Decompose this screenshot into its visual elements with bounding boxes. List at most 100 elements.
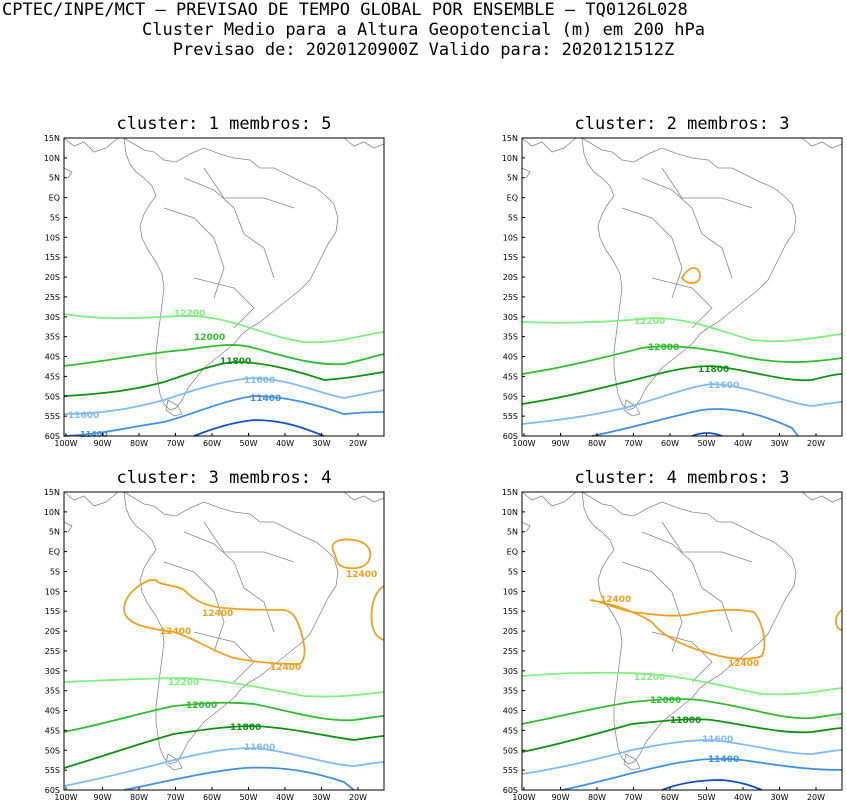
lon-tick-label: 60W: [203, 439, 221, 448]
label-12400a: 12400: [202, 609, 233, 619]
lon-tick-label: 40W: [734, 793, 752, 802]
label-12400d: 12400: [346, 570, 377, 580]
label-11800: 11800: [698, 365, 729, 375]
lon-tick-label: 40W: [276, 439, 294, 448]
lat-tick-label: 50S: [45, 746, 60, 755]
lat-tick-label: 55S: [503, 766, 518, 775]
panel-1-map: 12200 12000 11800 11600 11600 11400 1140…: [63, 137, 385, 439]
lon-tick-label: 60W: [203, 793, 221, 802]
lat-tick-label: 30S: [503, 313, 518, 322]
contour-12400-east: [835, 609, 843, 631]
lat-tick-label: 25S: [503, 647, 518, 656]
header-line-2: Cluster Medio para a Altura Geopotencial…: [142, 20, 705, 40]
contour-11400: [63, 395, 385, 437]
lat-tick-label: 10N: [502, 508, 518, 517]
panel-4-map: 12400 12400 12200 12000 11800 11600 1140…: [521, 491, 843, 791]
lat-tick-label: 10S: [45, 587, 60, 596]
contour-12200: [521, 671, 843, 696]
contour-11400: [123, 766, 355, 791]
lat-tick-label: EQ: [49, 548, 60, 557]
lat-tick-label: 35S: [45, 687, 60, 696]
header-line-3: Previsao de: 2020120900Z Valido para: 20…: [172, 40, 675, 60]
lon-tick-label: 80W: [130, 439, 148, 448]
coastline: [521, 491, 843, 771]
lat-tick-label: 55S: [45, 766, 60, 775]
lat-tick-label: 40S: [45, 707, 60, 716]
lat-tick-label: EQ: [49, 194, 60, 203]
lon-tick-label: 50W: [697, 793, 715, 802]
lat-tick-label: 30S: [45, 667, 60, 676]
lon-tick-label: 30W: [770, 439, 788, 448]
lat-tick-label: 40S: [503, 353, 518, 362]
header-line-1: CPTEC/INPE/MCT – PREVISAO DE TEMPO GLOBA…: [2, 0, 688, 20]
lon-tick-label: 80W: [588, 793, 606, 802]
label-11400: 11400: [708, 755, 739, 765]
lat-tick-label: 40S: [45, 353, 60, 362]
label-11400a: 11400: [250, 394, 281, 404]
lat-tick-label: 25S: [503, 293, 518, 302]
lon-tick-label: 30W: [770, 793, 788, 802]
label-11600: 11600: [244, 743, 275, 753]
lat-tick-label: 25S: [45, 647, 60, 656]
lat-tick-label: 30S: [45, 313, 60, 322]
label-12000: 12000: [194, 333, 225, 343]
lat-tick-label: 45S: [503, 372, 518, 381]
lon-tick-label: 50W: [239, 793, 257, 802]
lon-tick-label: 70W: [166, 439, 184, 448]
lat-tick-label: 15N: [502, 134, 518, 143]
panel-2-map: 12200 12000 11800 11600: [521, 137, 843, 437]
contour-12400-east: [370, 585, 385, 641]
lat-tick-label: EQ: [507, 548, 518, 557]
lat-tick-label: 25S: [45, 293, 60, 302]
lat-tick-label: 10N: [44, 508, 60, 517]
lat-tick-label: 10S: [503, 587, 518, 596]
lat-tick-label: 35S: [45, 333, 60, 342]
lon-tick-label: 60W: [661, 439, 679, 448]
contour-11600: [63, 747, 385, 787]
lat-tick-label: 10S: [45, 233, 60, 242]
lon-tick-label: 70W: [624, 439, 642, 448]
lat-tick-label: 5S: [50, 213, 60, 222]
label-11600b: 11600: [68, 411, 99, 421]
lat-tick-label: 55S: [45, 412, 60, 421]
contour-12000: [63, 344, 385, 367]
lat-tick-label: 60S: [503, 786, 518, 795]
contour-11200: [661, 779, 763, 791]
label-11800: 11800: [230, 723, 261, 733]
lat-tick-label: 20S: [45, 273, 60, 282]
contour-11600: [63, 377, 385, 415]
lat-tick-label: 60S: [503, 432, 518, 441]
lat-tick-label: 5N: [49, 528, 60, 537]
panel-1-title: cluster: 1 membros: 5: [116, 114, 332, 134]
lon-tick-label: 100W: [512, 793, 535, 802]
lon-tick-label: 100W: [54, 439, 77, 448]
panel-2-title: cluster: 2 membros: 3: [574, 114, 790, 134]
lon-tick-label: 90W: [551, 439, 569, 448]
label-11600a: 11600: [244, 376, 275, 386]
lat-tick-label: 5S: [508, 567, 518, 576]
contour-12400: [680, 267, 701, 284]
lat-tick-label: 5N: [49, 174, 60, 183]
lat-tick-label: 35S: [503, 687, 518, 696]
lon-tick-label: 80W: [588, 439, 606, 448]
lon-tick-label: 40W: [734, 439, 752, 448]
lat-tick-label: 15S: [503, 253, 518, 262]
lat-tick-label: 15N: [44, 134, 60, 143]
label-11600: 11600: [708, 381, 739, 391]
contour-11800: [521, 365, 843, 405]
lat-tick-label: 10N: [44, 154, 60, 163]
panel-4-title: cluster: 4 membros: 3: [574, 468, 790, 488]
lat-tick-label: 5S: [50, 567, 60, 576]
lat-tick-label: 10N: [502, 154, 518, 163]
lat-tick-label: 50S: [503, 746, 518, 755]
lat-tick-label: 20S: [503, 627, 518, 636]
lat-tick-label: 5S: [508, 213, 518, 222]
lat-tick-label: 15N: [502, 488, 518, 497]
lat-tick-label: 5N: [507, 174, 518, 183]
lon-tick-label: 70W: [166, 793, 184, 802]
label-12400b: 12400: [728, 659, 759, 669]
label-12200: 12200: [634, 673, 665, 683]
lat-tick-label: 30S: [503, 667, 518, 676]
panel-3-map: 12400 12400 12400 12400 12200 12000 1180…: [63, 491, 385, 791]
